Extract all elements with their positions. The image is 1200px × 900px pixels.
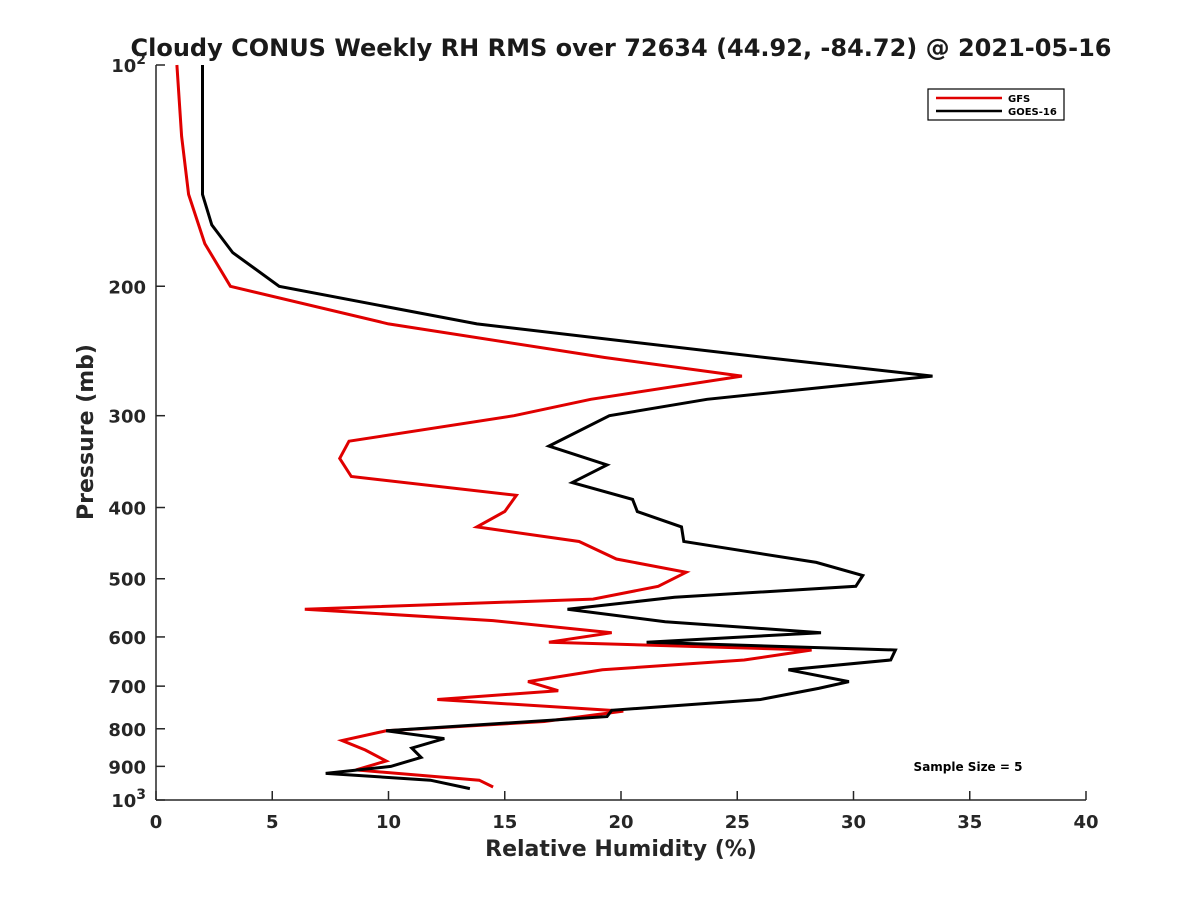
- y-tick-label: 800: [108, 720, 146, 741]
- x-axis-label: Relative Humidity (%): [485, 837, 757, 862]
- series-line-goes16: [201, 65, 933, 791]
- x-tick-label: 10: [376, 812, 401, 833]
- sample-size-annotation: Sample Size = 5: [914, 760, 1023, 774]
- legend-box: [927, 88, 1065, 121]
- x-tick-label: 0: [150, 812, 163, 833]
- y-tick-label: 200: [108, 277, 146, 298]
- series-line-gfs: [175, 64, 812, 789]
- y-axis-label: Pressure (mb): [74, 344, 99, 520]
- legend-entry-goes16: GOES-16: [1008, 107, 1057, 118]
- y-tick-label: 900: [108, 757, 146, 778]
- y-tick-label: 300: [108, 407, 146, 428]
- series-layer: [175, 64, 933, 791]
- legend-entry-gfs: GFS: [1008, 94, 1030, 105]
- chart-title: Cloudy CONUS Weekly RH RMS over 72634 (4…: [131, 34, 1112, 62]
- plot-area: 0 5 10 15 20 25 30 35 40 102 200 300 400 500 600 700 80…: [108, 52, 1098, 833]
- x-tick-label: 40: [1073, 812, 1098, 833]
- y-ticks: 102 200 300 400 500 600 700 800 900 103: [108, 52, 165, 812]
- x-tick-label: 25: [725, 812, 750, 833]
- x-tick-label: 5: [266, 812, 279, 833]
- x-tick-label: 20: [608, 812, 633, 833]
- y-tick-label: 400: [108, 499, 146, 520]
- y-tick-label: 600: [108, 628, 146, 649]
- legend: GFS GOES-16: [927, 88, 1065, 121]
- x-ticks: 0 5 10 15 20 25 30 35 40: [150, 791, 1099, 833]
- x-tick-label: 35: [957, 812, 982, 833]
- y-tick-label: 700: [108, 677, 146, 698]
- x-tick-label: 15: [492, 812, 517, 833]
- y-tick-label: 103: [111, 787, 146, 812]
- y-tick-label: 102: [111, 52, 146, 77]
- x-tick-label: 30: [841, 812, 866, 833]
- y-tick-label: 500: [108, 570, 146, 591]
